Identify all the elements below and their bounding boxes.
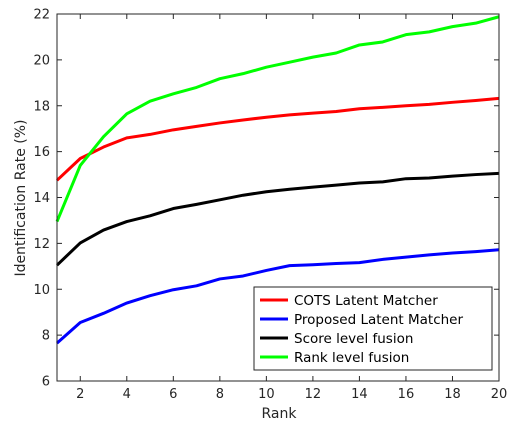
x-tick-label: 18 — [444, 387, 461, 402]
legend-label: Score level fusion — [294, 331, 413, 347]
x-tick-label: 10 — [258, 387, 275, 402]
x-tick-label: 4 — [123, 387, 131, 402]
y-tick-label: 18 — [33, 99, 50, 114]
series-line-2 — [56, 248, 500, 345]
x-tick-label: 14 — [351, 387, 368, 402]
legend-label: Rank level fusion — [294, 350, 409, 366]
y-tick-label: 6 — [42, 375, 50, 390]
legend-label: COTS Latent Matcher — [294, 293, 438, 309]
y-tick-label: 10 — [33, 283, 50, 298]
x-tick-label: 8 — [216, 387, 224, 402]
x-tick-label: 12 — [305, 387, 322, 402]
x-tick-label: 20 — [491, 387, 508, 402]
y-tick-label: 14 — [33, 191, 50, 206]
plot-area — [55, 15, 500, 345]
y-tick-label: 12 — [33, 237, 50, 252]
legend-box — [253, 286, 493, 371]
legend: COTS Latent Matcher Proposed Latent Match… — [253, 286, 493, 371]
x-tick-label: 6 — [169, 387, 177, 402]
y-tick-label: 22 — [33, 8, 50, 23]
series-line-3 — [55, 171, 500, 267]
y-tick-label: 16 — [33, 145, 50, 160]
series-line-1 — [55, 96, 500, 182]
x-axis-label: Rank — [262, 406, 298, 422]
legend-label: Proposed Latent Matcher — [294, 312, 463, 328]
x-tick-label: 16 — [398, 387, 415, 402]
y-axis-label: Identification Rate (%) — [13, 119, 29, 276]
y-tick-label: 8 — [42, 329, 50, 344]
series-line-4 — [55, 15, 500, 223]
axes: 2 4 6 8 10 12 14 16 18 20 6 8 10 12 14 16 18 20 22 — [33, 8, 507, 403]
x-tick-label: 2 — [76, 387, 84, 402]
y-tick-label: 20 — [33, 53, 50, 68]
